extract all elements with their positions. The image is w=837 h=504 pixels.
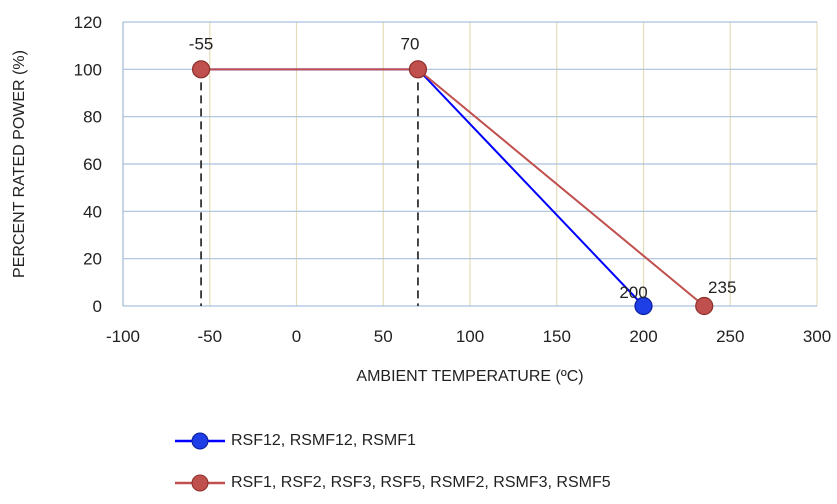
legend-label-series-1: RSF12, RSMF12, RSMF1	[231, 432, 416, 449]
series-lines	[201, 68, 705, 307]
series-1-marker-1	[634, 296, 653, 316]
y-tick-label-4: 80	[83, 108, 102, 127]
legend-marker-red-icon	[175, 474, 225, 492]
x-tick-label-5: 150	[543, 327, 571, 346]
x-tick-label-7: 250	[716, 327, 744, 346]
series-2-marker-3	[695, 296, 714, 316]
y-axis-label: PERCENT RATED POWER (%)	[11, 50, 28, 278]
legend-item-series-2: RSF1, RSF2, RSF3, RSF5, RSMF2, RSMF3, RS…	[175, 462, 611, 504]
y-tick-label-5: 100	[74, 60, 102, 79]
series-2-marker-2	[408, 60, 428, 79]
x-axis-label: AMBIENT TEMPERATURE (ºC)	[356, 368, 583, 385]
y-tick-label-0: 0	[93, 297, 102, 316]
legend-item-series-1: RSF12, RSMF12, RSMF1	[175, 420, 611, 462]
x-tick-label-2: 0	[292, 327, 301, 346]
x-tick-label-3: 50	[374, 327, 393, 346]
y-tick-label-3: 60	[83, 155, 102, 174]
point-label-1: 70	[400, 34, 419, 53]
legend-label-series-2: RSF1, RSF2, RSF3, RSF5, RSMF2, RSMF3, RS…	[231, 474, 611, 491]
y-tick-label-2: 40	[83, 202, 102, 221]
series-2-marker-1	[191, 60, 211, 79]
point-label-2: 200	[619, 283, 647, 302]
series-line-1	[201, 68, 645, 307]
x-tick-label-6: 200	[629, 327, 657, 346]
point-label-3: 235	[708, 278, 736, 297]
dashed-reference-lines	[200, 69, 419, 306]
derating-chart: -100 -50 0 50 100 150 200 250 300 0 20 40 60 80 100 12…	[11, 13, 831, 385]
legend: RSF12, RSMF12, RSMF1 RSF1, RSF2, RSF3, R…	[175, 420, 611, 504]
x-tick-labels: -100 -50 0 50 100 150 200 250 300	[106, 327, 831, 346]
point-label-0: -55	[189, 34, 214, 53]
x-tick-label-4: 100	[456, 327, 484, 346]
y-tick-labels: 0 20 40 60 80 100 120	[74, 13, 102, 316]
y-tick-label-6: 120	[74, 13, 102, 32]
x-tick-label-1: -50	[197, 327, 222, 346]
point-labels: -55 70 200 235	[189, 34, 737, 302]
y-tick-label-1: 20	[83, 250, 102, 269]
x-tick-label-0: -100	[106, 327, 140, 346]
x-tick-label-8: 300	[803, 327, 831, 346]
legend-marker-blue-icon	[175, 432, 225, 450]
series-markers	[191, 60, 714, 316]
